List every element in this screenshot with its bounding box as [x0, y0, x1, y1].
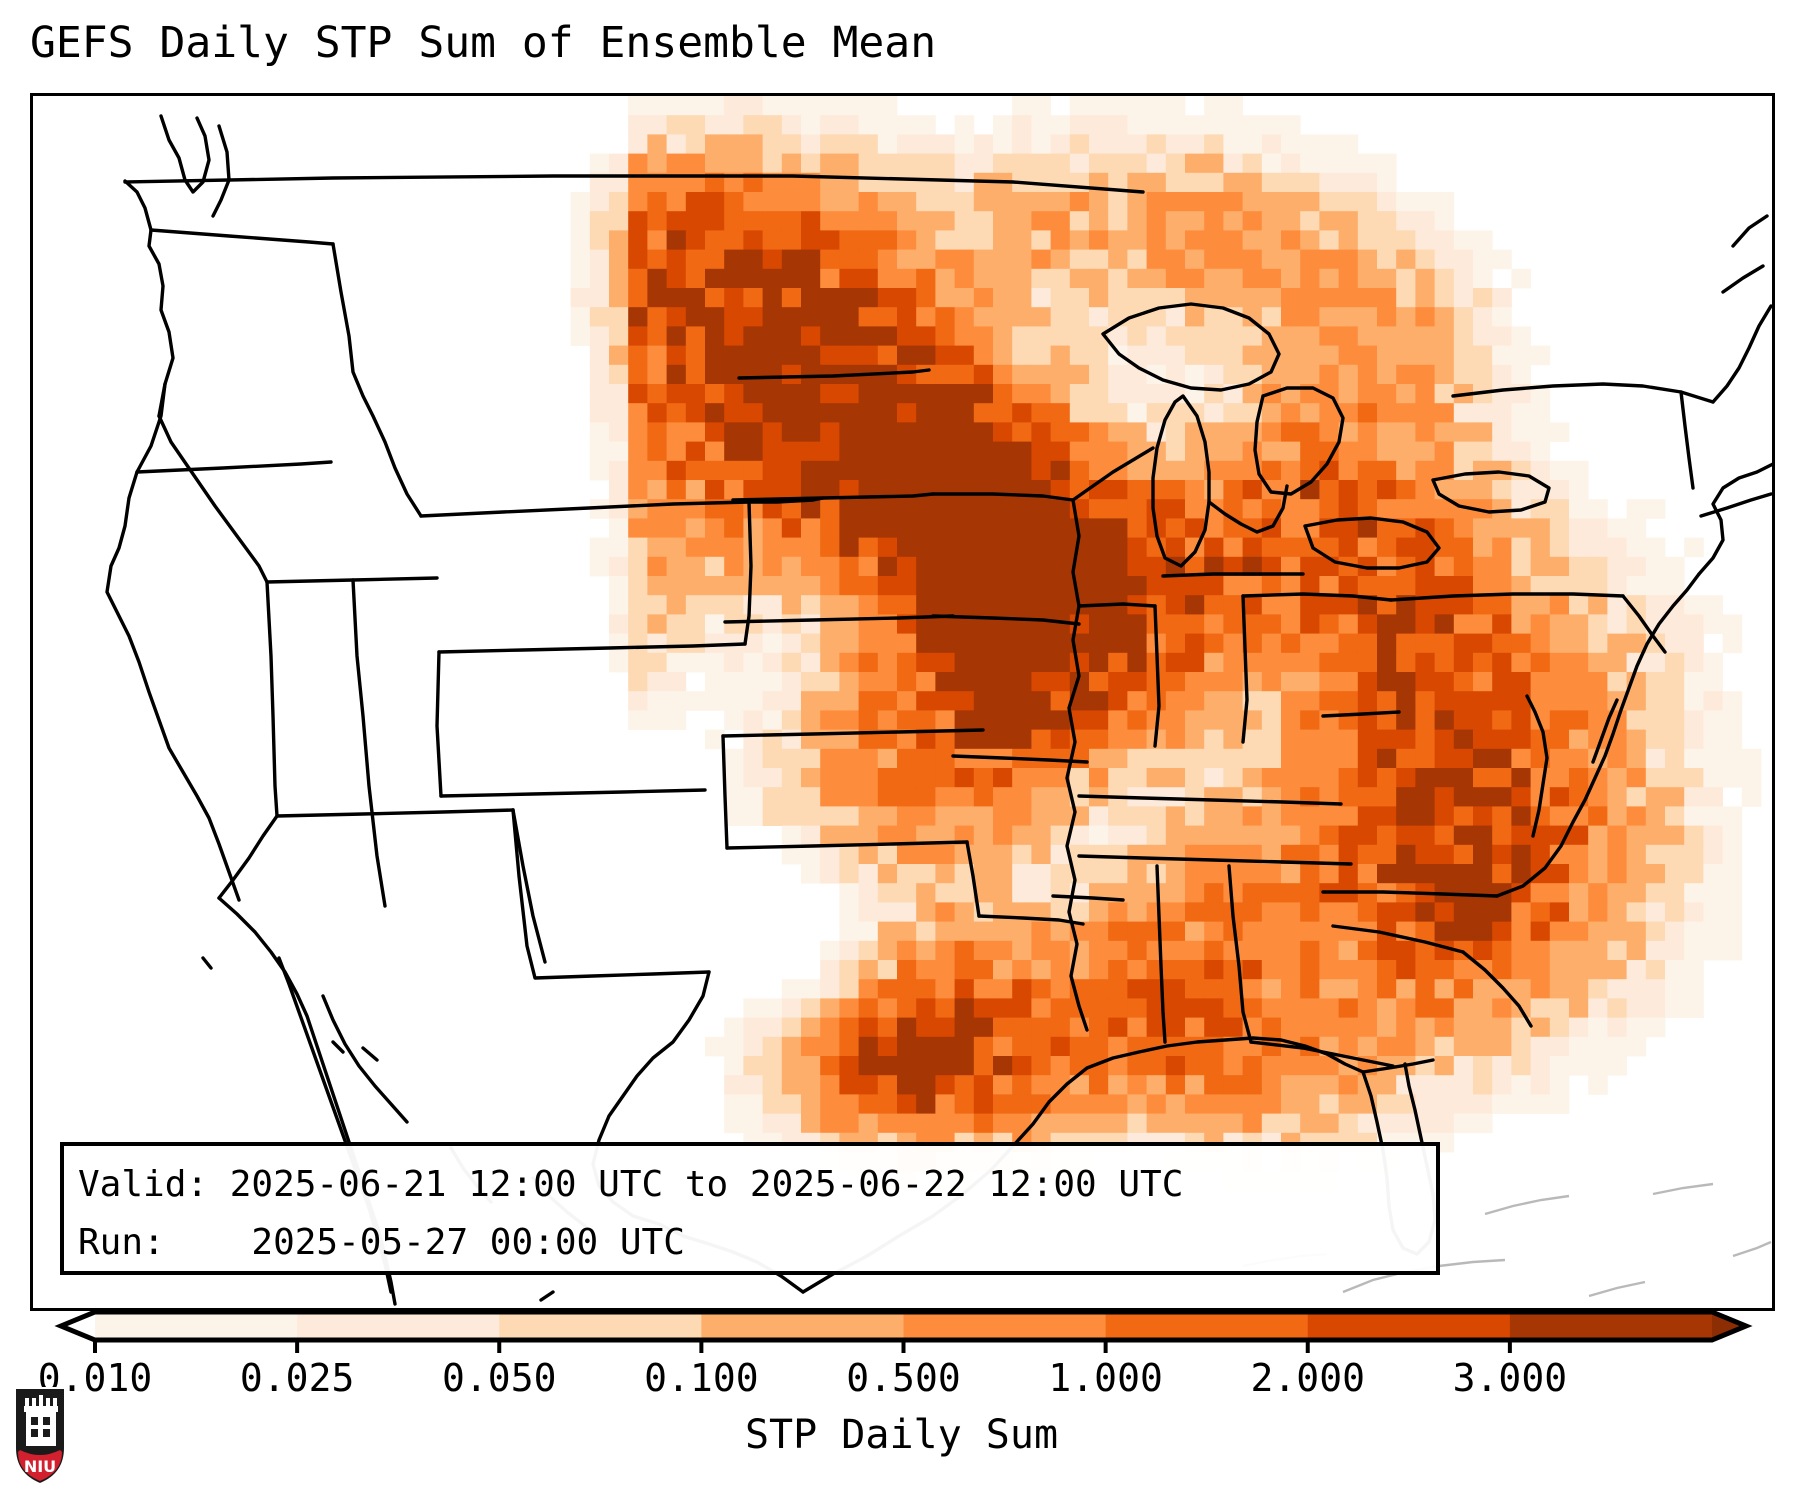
colorbar-axis-label: STP Daily Sum: [744, 1412, 1059, 1458]
colorbar-tick-label: 0.500: [846, 1356, 961, 1400]
colorbar-tick-label: 0.050: [442, 1356, 557, 1400]
colorbar-tick-label: 0.100: [644, 1356, 759, 1400]
map-canvas: [33, 96, 1772, 1308]
colorbar-tick-label: 3.000: [1452, 1356, 1568, 1400]
map-panel: [30, 93, 1775, 1311]
colorbar-tick-labels: 0.010 0.025 0.050 0.100 0.500 1.000 2.000 3.000: [0, 1356, 1803, 1402]
colorbar-outline: [54, 1309, 1753, 1343]
run-time-line: Run: 2025-05-27 00:00 UTC: [78, 1222, 685, 1263]
colorbar-svg: [54, 1309, 1753, 1353]
stp-grid-field: [570, 96, 1762, 1210]
niu-logo-text: NIU: [24, 1457, 56, 1476]
colorbar-bands: [61, 1312, 1746, 1340]
colorbar-tick-label: 2.000: [1250, 1356, 1365, 1400]
colorbar-tick-marks: [93, 1340, 1512, 1353]
niu-logo: NIU: [14, 1387, 66, 1486]
forecast-info-box: Valid: 2025-06-21 12:00 UTC to 2025-06-2…: [60, 1142, 1440, 1275]
colorbar-tick-label: 1.000: [1048, 1356, 1163, 1400]
page-title: GEFS Daily STP Sum of Ensemble Mean: [30, 18, 937, 68]
valid-time-line: Valid: 2025-06-21 12:00 UTC to 2025-06-2…: [78, 1164, 1184, 1205]
colorbar: [0, 1306, 1803, 1356]
colorbar-tick-label: 0.025: [239, 1356, 355, 1400]
